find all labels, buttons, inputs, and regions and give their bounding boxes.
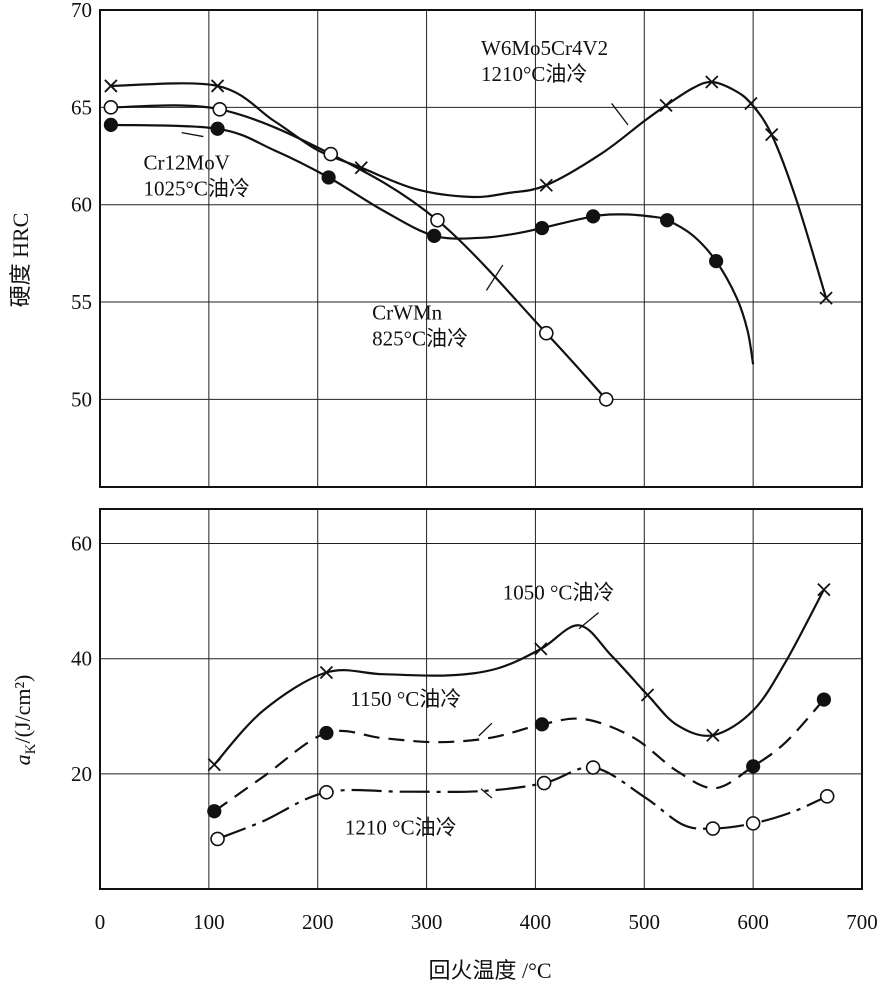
x-tick-label: 300 (411, 910, 443, 934)
annotation-leader-2 (480, 788, 493, 799)
x-tick-label: 200 (302, 910, 334, 934)
series-annotation-1: Cr12MoV 1025°C油冷 (144, 151, 250, 201)
annotation-leader-0 (578, 612, 599, 630)
cross-marker (207, 757, 221, 772)
series-line-0 (213, 589, 825, 766)
cross-marker (210, 79, 225, 93)
open-circle-marker (539, 325, 554, 341)
plot-frame (99, 9, 863, 488)
filled-circle-marker (427, 228, 442, 243)
filled-circle-marker (534, 220, 550, 236)
filled-circle-marker (586, 209, 601, 224)
toughness-y-axis-title: aK/(J/cm²) (10, 675, 39, 766)
filled-circle-marker (103, 117, 118, 132)
open-circle-marker (598, 392, 614, 407)
series-annotation-0: 1050 °C油冷 (503, 580, 615, 604)
open-circle-marker (323, 146, 339, 162)
cross-stroke (539, 178, 553, 192)
series-line-2 (110, 104, 608, 401)
cross-stroke (210, 79, 225, 93)
annotation-leader-0 (611, 103, 629, 126)
cross-stroke (744, 96, 758, 111)
cross-marker (706, 728, 720, 742)
cross-marker (659, 98, 673, 113)
filled-circle-marker (709, 254, 724, 269)
filled-circle-marker (816, 692, 832, 707)
y-tick-label: 65 (71, 95, 92, 119)
filled-circle-marker (660, 213, 675, 228)
x-tick-label: 100 (193, 910, 225, 934)
plot-frame (99, 508, 863, 890)
y-tick-label: 40 (71, 647, 92, 671)
temperature-x-axis-title: 回火温度 /°C (428, 958, 551, 983)
series-line-2 (217, 766, 828, 840)
y-tick-label: 70 (71, 0, 92, 22)
series-annotation-2: 1210 °C油冷 (345, 815, 457, 839)
x-tick-label: 400 (520, 910, 552, 934)
hardness-y-axis-title: 硬度 HRC (8, 213, 33, 308)
open-circle-marker (430, 212, 445, 228)
filled-circle-marker (319, 725, 334, 741)
cross-stroke (534, 642, 548, 656)
open-circle-marker (585, 760, 601, 775)
cross-stroke (319, 665, 334, 680)
annotation-leader-1 (181, 132, 204, 138)
open-circle-marker (319, 784, 334, 800)
cross-marker (817, 582, 831, 597)
cross-stroke (819, 291, 833, 305)
filled-circle-marker (746, 759, 761, 774)
cross-stroke (706, 728, 720, 742)
open-circle-marker (103, 100, 119, 115)
annotation-leader-1 (478, 722, 493, 737)
cross-marker (744, 96, 758, 111)
cross-marker (819, 291, 833, 305)
open-circle-marker (819, 789, 835, 804)
y-tick-label: 60 (71, 193, 92, 217)
cross-stroke (817, 582, 831, 597)
cross-marker (104, 79, 118, 93)
cross-stroke (659, 98, 673, 113)
y-tick-label: 20 (71, 762, 92, 786)
filled-circle-marker (321, 170, 336, 185)
filled-circle-marker (207, 804, 222, 819)
y-tick-label: 50 (71, 387, 92, 411)
cross-stroke (207, 757, 221, 772)
x-tick-label: 500 (629, 910, 661, 934)
cross-stroke (354, 161, 368, 175)
series-annotation-1: 1150 °C油冷 (350, 687, 461, 711)
annotation-leader-2 (485, 264, 504, 291)
y-tick-label: 60 (71, 532, 92, 556)
cross-marker (640, 688, 655, 702)
series-annotation-2: CrWMn 825°C油冷 (372, 301, 468, 351)
filled-circle-marker (534, 717, 550, 732)
open-circle-marker (536, 775, 552, 791)
open-circle-marker (210, 831, 225, 847)
open-circle-marker (212, 101, 228, 117)
cross-marker (319, 665, 334, 680)
series-line-1 (213, 698, 825, 813)
open-circle-marker (705, 821, 721, 836)
cross-stroke (104, 79, 118, 93)
y-tick-label: 55 (71, 290, 92, 314)
hardness-panel: 50 55 60 65 70 W6Mo5Cr4V2 1210°C油冷 Cr12MoV 1025°… (71, 0, 863, 488)
filled-circle-marker (210, 121, 225, 136)
cross-stroke (765, 127, 779, 142)
open-circle-marker (745, 816, 761, 831)
x-tick-label: 600 (737, 910, 769, 934)
cross-stroke (705, 75, 719, 89)
cross-marker (539, 178, 553, 192)
x-tick-label: 700 (846, 910, 878, 934)
cross-marker (765, 127, 779, 142)
cross-marker (534, 642, 548, 656)
x-tick-label: 0 (95, 910, 106, 934)
cross-marker (705, 75, 719, 89)
series-annotation-0: W6Mo5Cr4V2 1210°C油冷 (481, 36, 608, 86)
cross-stroke (640, 688, 655, 702)
